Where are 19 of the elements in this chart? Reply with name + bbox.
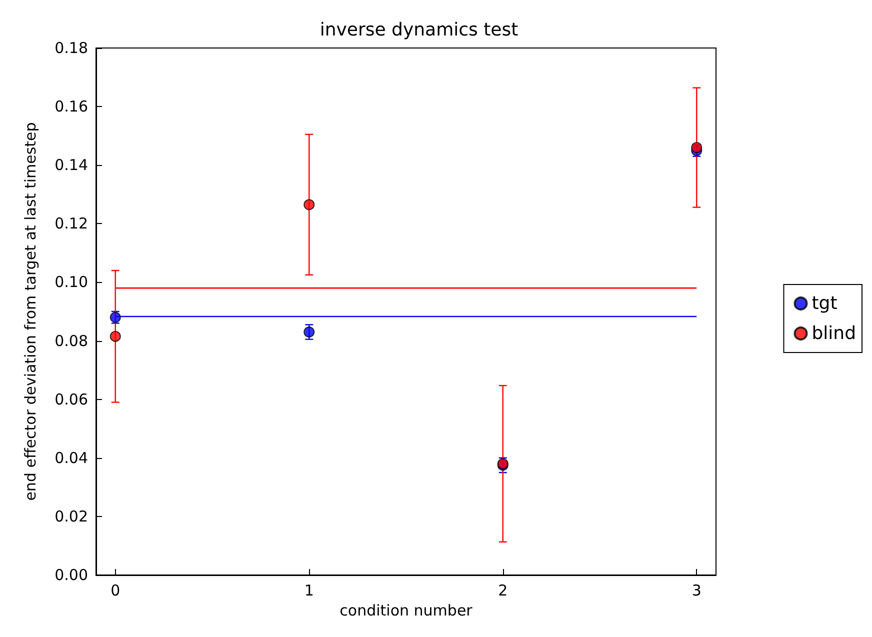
chart-title: inverse dynamics test (320, 20, 518, 40)
y-axis-title: end effector deviation from target at last timestep (22, 122, 40, 501)
y-tick-label: 0.16 (54, 98, 88, 116)
y-tick-label: 0.04 (54, 448, 88, 467)
x-axis-title: condition number (340, 601, 474, 620)
y-tick-label: 0.06 (54, 390, 88, 408)
legend-label: tgt (812, 293, 838, 314)
x-tick-label: 0 (110, 582, 120, 600)
y-tick-label: 0.10 (54, 273, 88, 292)
y-tick-label: 0.14 (54, 156, 88, 174)
legend-label: blind (812, 323, 856, 344)
x-tick-label: 3 (692, 582, 702, 600)
y-tick-label: 0.18 (54, 39, 88, 57)
y-tick-label: 0.08 (54, 332, 88, 350)
x-tick-label: 2 (498, 582, 508, 600)
y-tick-label: 0.02 (54, 507, 88, 526)
x-tick-label: 1 (304, 582, 314, 600)
y-tick-label: 0.00 (54, 566, 88, 584)
y-tick-label: 0.12 (54, 214, 88, 233)
